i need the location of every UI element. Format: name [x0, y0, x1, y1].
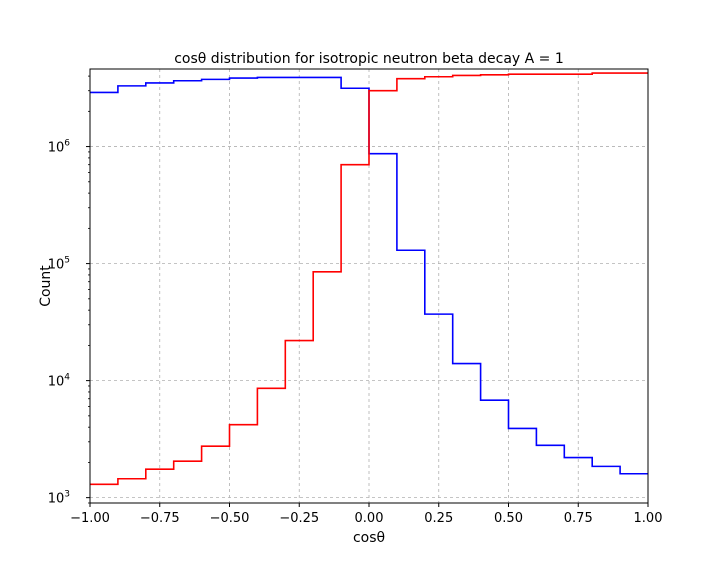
x-tick-label: −0.25 [279, 511, 319, 526]
x-tick-label: 0.25 [424, 511, 453, 526]
x-tick-label: 0.00 [355, 511, 384, 526]
chart-title: cosθ distribution for isotropic neutron … [174, 51, 564, 67]
x-axis: −1.00 −0.75 −0.50 −0.25 0.00 0.25 0.50 0.75 1.00 [70, 503, 662, 526]
x-tick-label: −1.00 [70, 511, 110, 526]
x-tick-label: −0.50 [210, 511, 250, 526]
x-tick-label: 0.75 [564, 511, 593, 526]
x-tick-label: 0.50 [494, 511, 523, 526]
x-tick-label: −0.75 [140, 511, 180, 526]
y-axis-label: Count [38, 265, 54, 307]
series-line [90, 76, 648, 475]
x-tick-label: 1.00 [634, 511, 663, 526]
x-axis-label: cosθ [353, 530, 385, 546]
series-group [90, 72, 648, 486]
series-line [90, 72, 648, 486]
